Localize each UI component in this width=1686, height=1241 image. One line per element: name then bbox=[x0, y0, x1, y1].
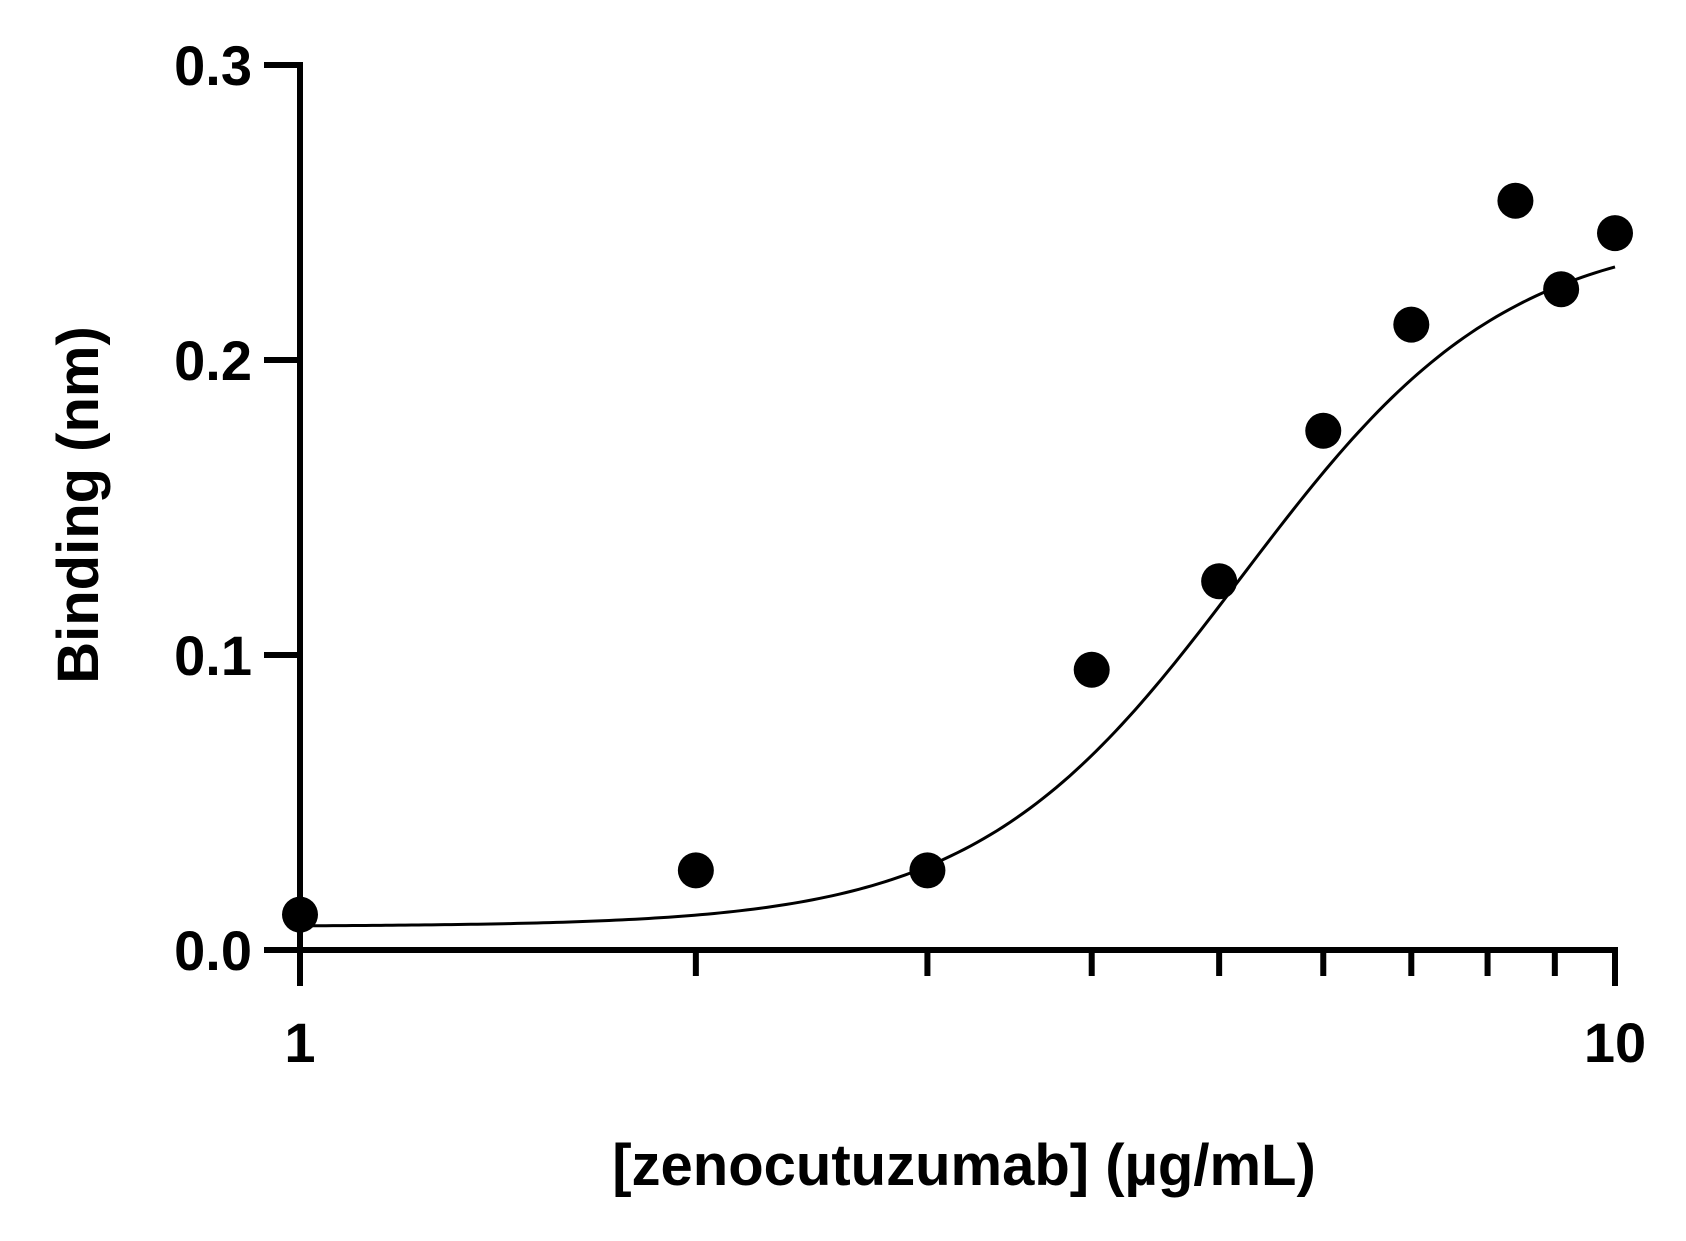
data-point bbox=[1073, 651, 1110, 688]
y-tick-label: 0.3 bbox=[174, 34, 252, 97]
x-tick-label: 1 bbox=[284, 1011, 315, 1074]
data-points bbox=[282, 182, 1633, 933]
y-tick-label: 0.0 bbox=[174, 919, 252, 982]
y-ticks: 0.0 0.1 0.2 0.3 bbox=[174, 34, 300, 982]
y-tick-label: 0.2 bbox=[174, 329, 252, 392]
data-point bbox=[677, 852, 714, 889]
data-point bbox=[909, 852, 946, 889]
data-point bbox=[1201, 563, 1238, 600]
y-tick-label: 0.1 bbox=[174, 624, 252, 687]
axes bbox=[297, 62, 1618, 953]
data-point bbox=[1497, 182, 1534, 219]
x-tick-label: 10 bbox=[1584, 1011, 1646, 1074]
fit-curve bbox=[299, 265, 1616, 928]
data-point bbox=[1543, 271, 1580, 308]
data-point bbox=[1393, 306, 1430, 343]
data-point bbox=[1597, 215, 1633, 252]
y-axis-title: Binding (nm) bbox=[46, 326, 111, 684]
x-ticks: 1 10 bbox=[284, 950, 1646, 1074]
data-point bbox=[1305, 412, 1342, 449]
x-axis-title: [zenocutuzumab] (µg/mL) bbox=[612, 1133, 1316, 1198]
data-point bbox=[282, 896, 318, 933]
